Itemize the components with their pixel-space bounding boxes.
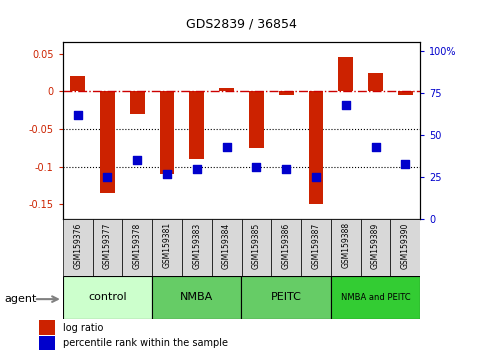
Bar	[279, 91, 294, 95]
Text: PEITC: PEITC	[271, 292, 301, 302]
Bar	[219, 88, 234, 91]
Bar	[398, 91, 413, 95]
Point	[193, 166, 201, 172]
Bar	[338, 57, 353, 91]
Point	[282, 166, 290, 172]
Text: percentile rank within the sample: percentile rank within the sample	[63, 338, 228, 348]
Text: NMBA: NMBA	[180, 292, 213, 302]
Bar	[368, 73, 383, 91]
FancyBboxPatch shape	[212, 219, 242, 276]
FancyBboxPatch shape	[152, 219, 182, 276]
Bar	[100, 91, 115, 193]
FancyBboxPatch shape	[63, 219, 93, 276]
FancyBboxPatch shape	[361, 219, 390, 276]
Text: GDS2839 / 36854: GDS2839 / 36854	[186, 18, 297, 31]
Bar	[152, 276, 242, 319]
Text: GSM159388: GSM159388	[341, 222, 350, 268]
Point	[133, 158, 141, 163]
Point	[372, 144, 380, 150]
Text: GSM159387: GSM159387	[312, 222, 320, 269]
Bar	[39, 320, 55, 335]
Point	[401, 161, 409, 167]
Text: GSM159381: GSM159381	[163, 222, 171, 268]
FancyBboxPatch shape	[242, 219, 271, 276]
Bar	[331, 276, 420, 319]
Text: GSM159389: GSM159389	[371, 222, 380, 269]
FancyBboxPatch shape	[331, 219, 361, 276]
Bar	[39, 336, 55, 350]
Text: GSM159377: GSM159377	[103, 222, 112, 269]
Bar	[189, 91, 204, 159]
Text: NMBA and PEITC: NMBA and PEITC	[341, 293, 411, 302]
Point	[74, 112, 82, 118]
Text: GSM159386: GSM159386	[282, 222, 291, 269]
Text: GSM159390: GSM159390	[401, 222, 410, 269]
FancyBboxPatch shape	[301, 219, 331, 276]
Point	[163, 171, 171, 177]
Point	[342, 102, 350, 108]
Bar	[159, 91, 174, 174]
FancyBboxPatch shape	[182, 219, 212, 276]
Bar	[309, 91, 324, 204]
Point	[104, 175, 112, 180]
Text: GSM159383: GSM159383	[192, 222, 201, 269]
Point	[223, 144, 230, 150]
FancyBboxPatch shape	[93, 219, 122, 276]
Bar	[70, 76, 85, 91]
FancyBboxPatch shape	[271, 219, 301, 276]
FancyBboxPatch shape	[122, 219, 152, 276]
FancyBboxPatch shape	[390, 219, 420, 276]
Bar	[242, 276, 331, 319]
Point	[312, 175, 320, 180]
Point	[253, 164, 260, 170]
Text: GSM159376: GSM159376	[73, 222, 82, 269]
Text: GSM159378: GSM159378	[133, 222, 142, 269]
Text: GSM159385: GSM159385	[252, 222, 261, 269]
Text: agent: agent	[5, 294, 37, 304]
Text: log ratio: log ratio	[63, 322, 104, 332]
Text: GSM159384: GSM159384	[222, 222, 231, 269]
Bar	[63, 276, 152, 319]
Bar	[130, 91, 145, 114]
Text: control: control	[88, 292, 127, 302]
Bar	[249, 91, 264, 148]
